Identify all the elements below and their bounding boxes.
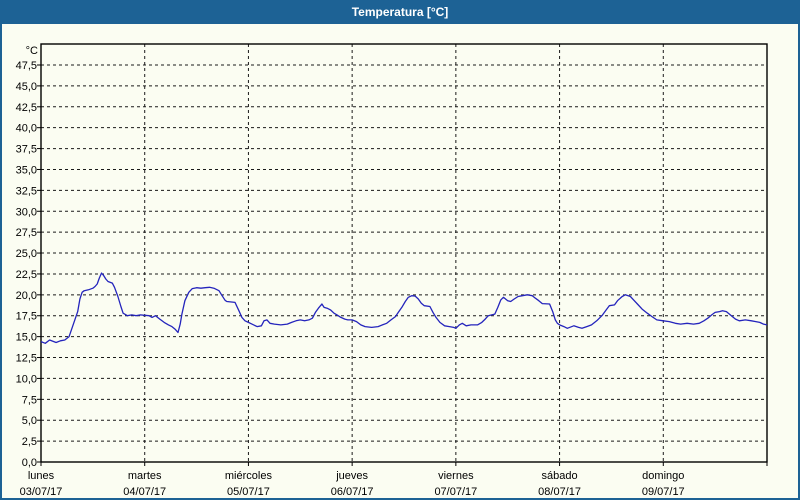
y-axis-tick-label: 12,5 (16, 353, 37, 365)
y-axis-tick-label: 30,0 (16, 206, 37, 218)
x-axis-date-label: 09/07/17 (642, 486, 685, 498)
window-titlebar[interactable]: Temperatura [°C] (2, 2, 798, 24)
y-axis-unit-label: °C (26, 45, 38, 57)
y-axis-tick-label: 37,5 (16, 144, 37, 156)
x-axis-day-label: jueves (335, 470, 368, 482)
y-axis-tick-label: 5,0 (22, 415, 37, 427)
x-axis-day-label: martes (128, 470, 162, 482)
y-axis-tick-label: 20,0 (16, 290, 37, 302)
x-axis-day-label: miércoles (225, 470, 273, 482)
x-axis-date-label: 03/07/17 (20, 486, 63, 498)
y-axis-tick-label: 2,5 (22, 436, 37, 448)
y-axis-tick-label: 47,5 (16, 60, 37, 72)
y-axis-tick-label: 25,0 (16, 248, 37, 260)
x-axis-day-label: sábado (542, 470, 578, 482)
temperature-series-line (40, 272, 768, 344)
x-axis-date-label: 07/07/17 (434, 486, 477, 498)
x-axis-day-label: viernes (438, 470, 474, 482)
y-axis-tick-label: 15,0 (16, 332, 37, 344)
window-title: Temperatura [°C] (351, 5, 449, 19)
y-axis-tick-label: 42,5 (16, 102, 37, 114)
x-axis-date-label: 08/07/17 (538, 486, 581, 498)
x-axis-date-label: 04/07/17 (123, 486, 166, 498)
temperature-line-chart: 47,5 45,0 42,5 40,0 37,5 35,0 32,5 30,0 27,5 25,0… (16, 43, 768, 498)
x-axis-day-label: domingo (642, 470, 684, 482)
y-axis-tick-label: 32,5 (16, 185, 37, 197)
y-axis-tick-label: 45,0 (16, 81, 37, 93)
y-axis-tick-label: 40,0 (16, 123, 37, 135)
x-axis-date-label: 05/07/17 (227, 486, 270, 498)
y-axis-tick-label: 0,0 (22, 457, 37, 469)
chart-area: 47,5 45,0 42,5 40,0 37,5 35,0 32,5 30,0 27,5 25,0… (2, 24, 798, 498)
y-axis-tick-label: 22,5 (16, 269, 37, 281)
y-axis-tick-label: 35,0 (16, 164, 37, 176)
plot-border (40, 43, 768, 463)
x-axis-date-label: 06/07/17 (331, 486, 374, 498)
x-axis-day-label: lunes (28, 470, 55, 482)
y-axis-tick-label: 7,5 (22, 394, 37, 406)
y-axis-tick-label: 17,5 (16, 311, 37, 323)
y-axis-tick-label: 10,0 (16, 373, 37, 385)
y-axis-tick-label: 27,5 (16, 227, 37, 239)
